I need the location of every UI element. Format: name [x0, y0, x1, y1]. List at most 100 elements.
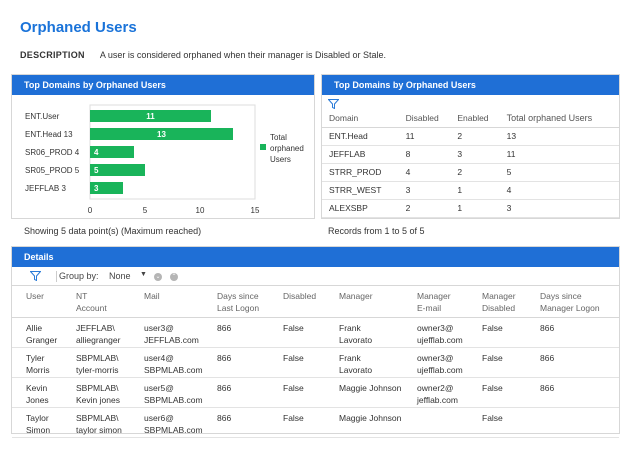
cell-line: SBPMLAB\: [76, 412, 119, 423]
data-label: 3: [94, 184, 99, 193]
details-panel: Details Group by: None ▼ ⌄ ⌃ User NT Accou…: [11, 246, 620, 438]
table-cell: user6@ SBPMLAB.com: [130, 407, 203, 438]
toolbar-divider: [56, 271, 57, 282]
domain-table: Domain Disabled Enabled Total orphaned User…: [322, 109, 619, 218]
table-cell: False: [468, 407, 526, 438]
category-label: SR05_PROD 5: [25, 166, 80, 175]
table-cell: False: [269, 377, 325, 408]
details-col-header[interactable]: Disabled: [269, 287, 325, 318]
cell-line: Simon: [26, 424, 51, 435]
cell-line: Manager: [482, 291, 516, 301]
table-cell: False: [269, 347, 325, 378]
cell-line: E-mail: [417, 303, 442, 313]
table-cell: JEFFLAB\ alliegranger: [62, 317, 130, 348]
domain-col-header[interactable]: Total orphaned Users: [499, 109, 619, 128]
cell-line: False: [283, 382, 304, 393]
table-cell: Maggie Johnson: [325, 407, 403, 438]
legend-label: Users: [270, 155, 291, 164]
details-col-header[interactable]: Days since Last Logon: [203, 287, 269, 318]
table-cell: 866: [203, 347, 269, 378]
group-by-select[interactable]: None: [109, 271, 131, 281]
description-text: A user is considered orphaned when their…: [99, 50, 386, 60]
category-label: JEFFLAB 3: [25, 184, 66, 193]
filter-icon[interactable]: [328, 99, 339, 109]
details-col-header[interactable]: User: [12, 287, 62, 318]
details-col-header[interactable]: Mail: [130, 287, 203, 318]
details-title: Details: [12, 247, 619, 267]
cell-line: SBPMLAB.com: [144, 394, 203, 405]
cell-line: 866: [540, 382, 555, 393]
table-cell: Allie Granger: [12, 317, 62, 348]
cell-line: ujefflab.com: [417, 334, 463, 345]
table-cell: 2: [450, 163, 500, 182]
description-label: DESCRIPTION: [20, 50, 85, 60]
caret-down-icon[interactable]: ▼: [140, 271, 147, 278]
cell-line: Manager Logon: [540, 303, 600, 313]
details-col-header[interactable]: Manager E-mail: [403, 287, 468, 318]
cell-line: False: [482, 412, 503, 423]
details-col-header[interactable]: Days since Manager Logon: [526, 287, 619, 318]
x-tick-label: 10: [196, 206, 205, 215]
cell-line: False: [482, 352, 503, 363]
cell-line: Morris: [26, 364, 50, 375]
data-label: 11: [146, 112, 155, 121]
table-cell: user4@ SBPMLAB.com: [130, 347, 203, 378]
cell-line: Tyler: [26, 352, 45, 363]
table-row[interactable]: ALEXSBP 2 1 3: [322, 199, 619, 218]
table-cell: 3: [499, 199, 619, 218]
cell-line: False: [283, 322, 304, 333]
chart-footer: Showing 5 data point(s) (Maximum reached…: [24, 226, 202, 236]
table-cell: False: [468, 377, 526, 408]
table-row[interactable]: Taylor Simon SBPMLAB\ taylor simon user6@ SBP…: [12, 407, 619, 438]
x-tick-label: 0: [88, 206, 93, 215]
cell-line: False: [283, 412, 304, 423]
table-row[interactable]: ENT.Head 11 2 13: [322, 127, 619, 146]
table-cell: 4: [499, 181, 619, 200]
x-tick-label: 5: [143, 206, 148, 215]
cell-line: SBPMLAB\: [76, 382, 119, 393]
filter-icon[interactable]: [30, 271, 41, 281]
table-cell: ENT.Head: [322, 127, 399, 146]
cell-line: owner3@: [417, 352, 454, 363]
table-cell: 866: [203, 317, 269, 348]
domain-col-header[interactable]: Domain: [322, 109, 399, 128]
cell-line: Disabled: [482, 303, 516, 313]
table-cell: 5: [499, 163, 619, 182]
cell-line: Jones: [26, 394, 49, 405]
expand-icon[interactable]: ⌃: [170, 273, 178, 281]
details-toolbar: Group by: None ▼ ⌄ ⌃: [12, 267, 619, 286]
data-label: 5: [94, 166, 99, 175]
table-row[interactable]: STRR_WEST 3 1 4: [322, 181, 619, 200]
cell-line: Kevin: [26, 382, 48, 393]
domain-col-header[interactable]: Enabled: [450, 109, 500, 128]
cell-line: ujefflab.com: [417, 364, 463, 375]
cell-line: SBPMLAB.com: [144, 424, 203, 435]
category-label: ENT.User: [25, 112, 60, 121]
cell-line: jefflab.com: [417, 394, 458, 405]
cell-line: taylor simon: [76, 424, 122, 435]
cell-line: Maggie Johnson: [339, 412, 402, 423]
details-col-header[interactable]: NT Account: [62, 287, 130, 318]
table-cell: Frank Lavorato: [325, 347, 403, 378]
details-col-header[interactable]: Manager Disabled: [468, 287, 526, 318]
table-row[interactable]: Tyler Morris SBPMLAB\ tyler-morris user4@ SBP…: [12, 347, 619, 378]
domain-col-header[interactable]: Disabled: [398, 109, 451, 128]
table-row[interactable]: STRR_PROD 4 2 5: [322, 163, 619, 182]
table-cell: False: [468, 347, 526, 378]
table-row[interactable]: Kevin Jones SBPMLAB\ Kevin jones user5@ SBPML…: [12, 377, 619, 408]
cell-line: tyler-morris: [76, 364, 119, 375]
table-cell: 2: [398, 199, 451, 218]
table-cell: 866: [526, 377, 619, 408]
cell-line: Disabled: [283, 291, 317, 301]
table-row[interactable]: Allie Granger JEFFLAB\ alliegranger user3@ JE…: [12, 317, 619, 348]
cell-line: 866: [217, 352, 232, 363]
table-cell: False: [468, 317, 526, 348]
table-cell: ALEXSBP: [322, 199, 399, 218]
collapse-icon[interactable]: ⌄: [154, 273, 162, 281]
cell-line: NT: [76, 291, 88, 301]
details-col-header[interactable]: Manager: [325, 287, 403, 318]
cell-line: alliegranger: [76, 334, 121, 345]
data-label: 13: [157, 130, 166, 139]
cell-line: 866: [217, 382, 232, 393]
table-row[interactable]: JEFFLAB 8 3 11: [322, 145, 619, 164]
